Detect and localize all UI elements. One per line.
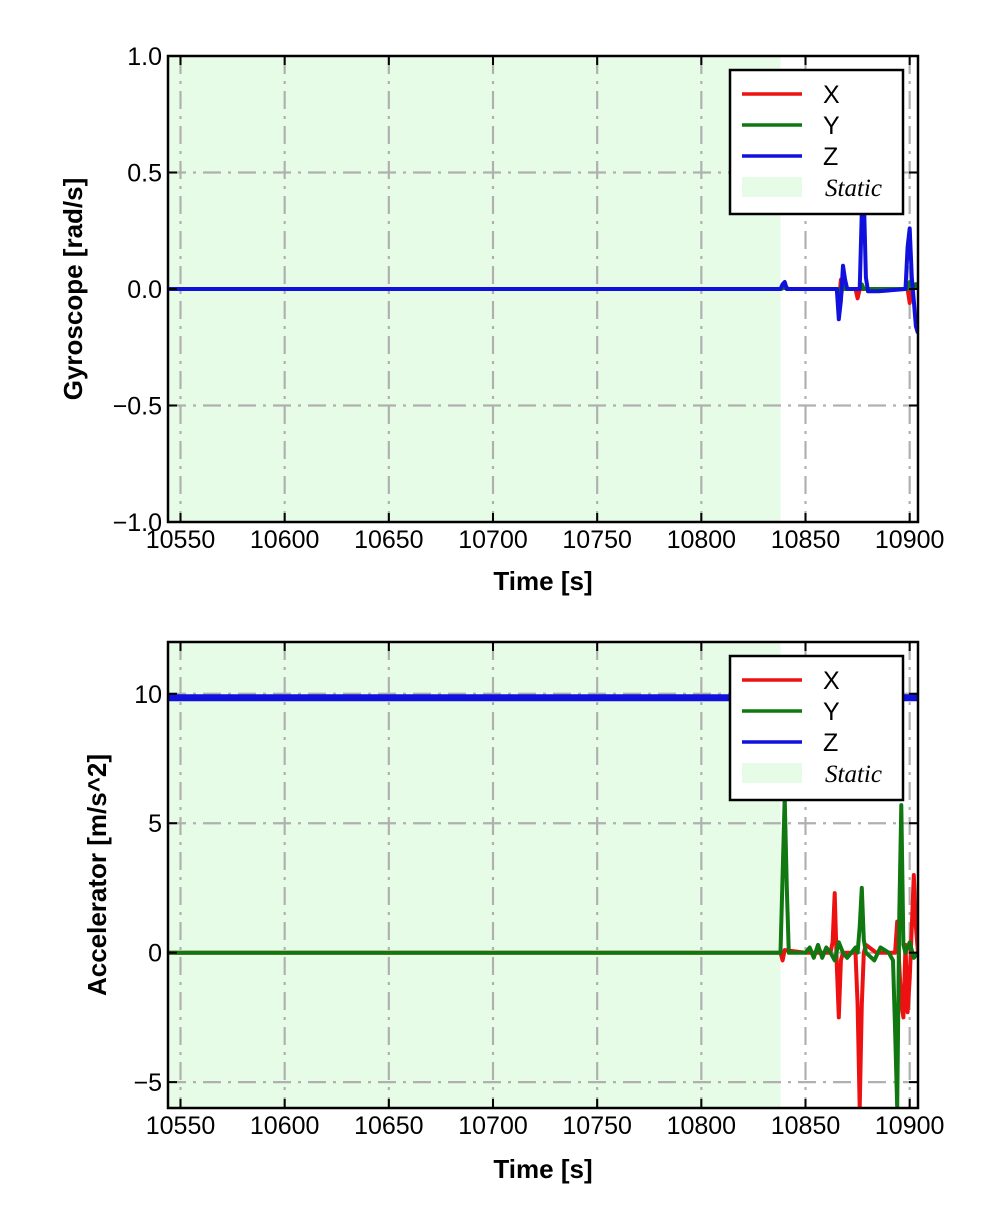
x-tick-label: 10900: [875, 1112, 945, 1140]
legend: XYZ Static: [728, 68, 905, 216]
legend-swatch-static: [742, 763, 802, 783]
x-tick-label: 10750: [562, 526, 632, 554]
tick-marks: 10550 10600 10650 10700 10750 10800 10850 10900…: [113, 43, 945, 554]
legend-label-y: Y: [823, 698, 840, 726]
x-axis-label: Time [s]: [493, 1154, 592, 1184]
x-tick-label: 10800: [667, 526, 737, 554]
x-tick-label: 10850: [771, 526, 841, 554]
x-tick-label: 10550: [146, 1112, 216, 1140]
y-tick-label: 0.0: [127, 276, 162, 304]
series-line-z: [168, 193, 918, 334]
accelerator-chart: 10550 10600 10650 10700 10750 10800 10850 10900…: [82, 640, 944, 1184]
x-axis-label: Time [s]: [493, 566, 592, 596]
x-tick-label: 10800: [667, 1112, 737, 1140]
series-line-y: [168, 795, 918, 1108]
x-tick-label: 10550: [146, 526, 216, 554]
y-tick-label: 0: [148, 940, 162, 968]
y-tick-label: −1.0: [113, 509, 162, 537]
legend-label-x: X: [823, 81, 840, 109]
gyroscope-chart: 10550 10600 10650 10700 10750 10800 10850 10900…: [58, 43, 944, 596]
x-tick-label: 10650: [354, 526, 424, 554]
x-tick-label: 10600: [250, 1112, 320, 1140]
x-tick-label: 10700: [458, 1112, 528, 1140]
tick-marks: 10550 10600 10650 10700 10750 10800 10850 10900…: [133, 642, 944, 1140]
legend-label-z: Z: [823, 143, 838, 171]
x-tick-label: 10650: [354, 1112, 424, 1140]
legend-swatch-static: [742, 177, 802, 197]
legend: XYZ Static: [728, 654, 905, 802]
x-tick-label: 10750: [562, 1112, 632, 1140]
x-tick-label: 10900: [875, 526, 945, 554]
y-axis-label: Gyroscope [rad/s]: [58, 178, 88, 401]
x-tick-label: 10850: [771, 1112, 841, 1140]
y-tick-label: 0.5: [127, 160, 162, 188]
plot-frame: [166, 640, 920, 1110]
y-tick-label: 1.0: [127, 43, 162, 71]
x-tick-label: 10700: [458, 526, 528, 554]
y-tick-label: 5: [148, 810, 162, 838]
legend-label-static: Static: [825, 761, 882, 788]
y-axis-label: Accelerator [m/s^2]: [82, 754, 112, 996]
legend-label-static: Static: [825, 175, 882, 202]
legend-label-z: Z: [823, 729, 838, 757]
static-region: [168, 642, 781, 1108]
y-tick-label: 10: [134, 681, 162, 709]
y-tick-label: −5: [133, 1069, 162, 1097]
y-tick-label: −0.5: [113, 393, 162, 421]
x-tick-label: 10600: [250, 526, 320, 554]
legend-label-y: Y: [823, 112, 840, 140]
legend-label-x: X: [823, 667, 840, 695]
series-lines: [168, 193, 918, 334]
